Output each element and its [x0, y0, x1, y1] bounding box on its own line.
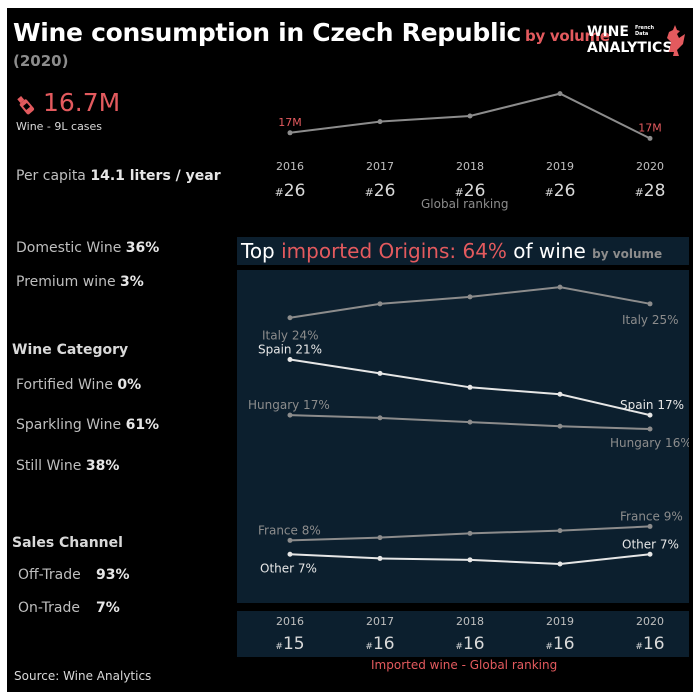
- logo-line2: ANALYTICS: [587, 40, 673, 56]
- ranking-2019: #26: [545, 181, 576, 201]
- consumption-chart: 17M 17M 2016 #26 2017 #26 2018 #26 2019 #26 2020 #2…: [275, 91, 666, 201]
- point-hungary-2018: [467, 419, 473, 425]
- import-ranking-2016: #15: [275, 634, 304, 654]
- point-france-2017: [377, 535, 383, 541]
- channel-on-trade: On-Trade 7%: [18, 600, 120, 616]
- total-volume-label: Wine - 9L cases: [16, 120, 103, 133]
- consumption-point-2016: [287, 130, 293, 136]
- consumption-point-2017: [377, 119, 383, 125]
- import-panel-title: Top imported Origins: 64% of wine by vol…: [237, 237, 689, 265]
- label-france-last: France 9%: [620, 509, 683, 523]
- consumption-label-first: 17M: [278, 116, 302, 129]
- wine-analytics-logo: WINE ANALYTICS French Data: [587, 22, 687, 62]
- point-france-2016: [287, 537, 293, 543]
- import-year-tick-2019: 2019: [546, 615, 574, 628]
- year-tick-2019: 2019: [546, 160, 574, 173]
- year-tick-2020: 2020: [636, 160, 664, 173]
- point-other-2019: [557, 561, 563, 567]
- rooster-icon: [667, 25, 685, 56]
- label-hungary-last: Hungary 16%: [610, 436, 689, 450]
- point-spain-2016: [287, 356, 293, 362]
- consumption-point-2018: [467, 113, 473, 119]
- year-tick-2016: 2016: [276, 160, 304, 173]
- year-tick-2018: 2018: [456, 160, 484, 173]
- imported-ranking-label: Imported wine - Global ranking: [371, 658, 558, 672]
- point-hungary-2020: [647, 426, 653, 432]
- import-ranking-2019: #16: [545, 634, 574, 654]
- page-title: Wine consumption in Czech Republic by vol…: [13, 18, 610, 47]
- point-italy-2017: [377, 301, 383, 307]
- point-spain-2019: [557, 391, 563, 397]
- label-spain-last: Spain 17%: [620, 398, 684, 412]
- point-france-2018: [467, 530, 473, 536]
- point-france-2020: [647, 523, 653, 529]
- label-hungary-first: Hungary 17%: [248, 398, 330, 412]
- year-label: (2020): [13, 52, 69, 70]
- point-italy-2020: [647, 301, 653, 307]
- point-hungary-2019: [557, 423, 563, 429]
- point-other-2016: [287, 551, 293, 557]
- consumption-label-last: 17M: [638, 121, 662, 134]
- ranking-2020: #28: [635, 181, 666, 201]
- sales-channel-title: Sales Channel: [12, 535, 123, 551]
- point-spain-2020: [647, 412, 653, 418]
- source-note: Source: Wine Analytics: [14, 669, 152, 683]
- import-year-tick-2020: 2020: [636, 615, 664, 628]
- label-italy-first: Italy 24%: [262, 329, 319, 343]
- premium-wine: Premium wine 3%: [16, 274, 144, 290]
- import-ranking-chart: 2016 #15 2017 #16 2018 #16 2019 #16 2020 #16: [275, 615, 664, 654]
- total-volume: 16.7M: [43, 88, 121, 117]
- category-sparkling: Sparkling Wine 61%: [16, 417, 160, 433]
- label-other-first: Other 7%: [260, 561, 317, 575]
- logo-tag1: French: [635, 25, 654, 31]
- import-origins-panel: Italy 24% Italy 25% Spain 21% Spain 17% Hung…: [237, 270, 692, 603]
- ranking-2016: #26: [275, 181, 306, 201]
- import-ranking-2020: #16: [635, 634, 664, 654]
- import-ranking-2018: #16: [455, 634, 484, 654]
- point-other-2020: [647, 551, 653, 557]
- channel-off-trade: Off-Trade 93%: [18, 567, 130, 583]
- point-italy-2019: [557, 284, 563, 290]
- label-italy-last: Italy 25%: [622, 313, 679, 327]
- domestic-wine: Domestic Wine 36%: [16, 240, 160, 256]
- consumption-point-2019: [557, 91, 563, 97]
- ranking-2017: #26: [365, 181, 396, 201]
- wine-category-title: Wine Category: [12, 342, 129, 358]
- label-france-first: France 8%: [258, 523, 321, 537]
- point-hungary-2017: [377, 415, 383, 421]
- ranking-2018: #26: [455, 181, 486, 201]
- point-other-2018: [467, 557, 473, 563]
- logo-tag2: Data: [635, 31, 648, 37]
- label-spain-first: Spain 21%: [258, 342, 322, 356]
- label-other-last: Other 7%: [622, 537, 679, 551]
- import-year-tick-2016: 2016: [276, 615, 304, 628]
- import-ranking-2017: #16: [365, 634, 394, 654]
- point-spain-2017: [377, 370, 383, 376]
- import-origins-chart: Italy 24% Italy 25% Spain 21% Spain 17% Hung…: [248, 284, 692, 575]
- import-year-tick-2018: 2018: [456, 615, 484, 628]
- point-france-2019: [557, 528, 563, 534]
- point-italy-2018: [467, 294, 473, 300]
- logo-line1: WINE: [587, 24, 629, 40]
- line-italy: [289, 286, 651, 319]
- consumption-point-2020: [647, 135, 653, 141]
- per-capita: Per capita 14.1 liters / year: [16, 168, 221, 184]
- point-spain-2018: [467, 384, 473, 390]
- year-tick-2017: 2017: [366, 160, 394, 173]
- wine-bottle-icon: [15, 94, 37, 120]
- category-fortified: Fortified Wine 0%: [16, 377, 142, 393]
- page-subtitle: by volume: [525, 27, 610, 45]
- point-other-2017: [377, 555, 383, 561]
- dashboard: Wine consumption in Czech Republic by vol…: [7, 8, 693, 692]
- global-ranking-label: Global ranking: [421, 197, 509, 211]
- import-ranking-panel: 2016 #15 2017 #16 2018 #16 2019 #16 2020 #16: [237, 611, 689, 657]
- point-italy-2016: [287, 315, 293, 321]
- category-still: Still Wine 38%: [16, 458, 120, 474]
- point-hungary-2016: [287, 412, 293, 418]
- import-year-tick-2017: 2017: [366, 615, 394, 628]
